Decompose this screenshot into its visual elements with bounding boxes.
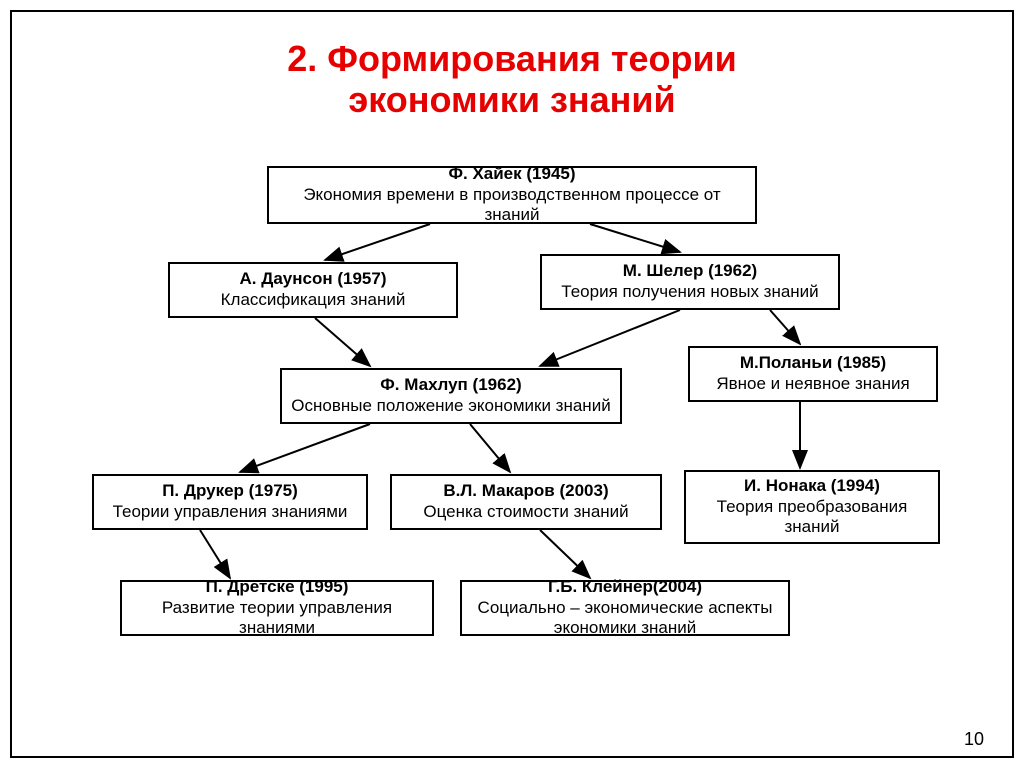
node-dretske-name: П. Дретске (1995) — [130, 577, 424, 598]
page-number: 10 — [964, 729, 984, 750]
node-daunson: А. Даунсон (1957) Классификация знаний — [168, 262, 458, 318]
node-daunson-name: А. Даунсон (1957) — [178, 269, 448, 290]
node-scheler: М. Шелер (1962) Теория получения новых з… — [540, 254, 840, 310]
node-nonaka: И. Нонака (1994) Теория преобразования з… — [684, 470, 940, 544]
node-machlup-desc: Основные положение экономики знаний — [290, 396, 612, 417]
node-drucker-desc: Теории управления знаниями — [102, 502, 358, 523]
title-line-1: 2. Формирования теории — [287, 38, 736, 79]
node-polanyi-desc: Явное и неявное знания — [698, 374, 928, 395]
node-hayek-name: Ф. Хайек (1945) — [277, 164, 747, 185]
node-dretske-desc: Развитие теории управления знаниями — [130, 598, 424, 639]
node-kleiner-name: Г.Б. Клейнер(2004) — [470, 577, 780, 598]
node-hayek-desc: Экономия времени в производственном проц… — [277, 185, 747, 226]
node-dretske: П. Дретске (1995) Развитие теории управл… — [120, 580, 434, 636]
node-kleiner: Г.Б. Клейнер(2004) Социально – экономиче… — [460, 580, 790, 636]
node-hayek: Ф. Хайек (1945) Экономия времени в произ… — [267, 166, 757, 224]
title-line-2: экономики знаний — [348, 79, 675, 120]
node-drucker-name: П. Друкер (1975) — [102, 481, 358, 502]
node-makarov-name: В.Л. Макаров (2003) — [400, 481, 652, 502]
node-nonaka-desc: Теория преобразования знаний — [694, 497, 930, 538]
node-polanyi-name: М.Поланьи (1985) — [698, 353, 928, 374]
node-makarov-desc: Оценка стоимости знаний — [400, 502, 652, 523]
node-kleiner-desc: Социально – экономические аспекты эконом… — [470, 598, 780, 639]
node-makarov: В.Л. Макаров (2003) Оценка стоимости зна… — [390, 474, 662, 530]
node-scheler-desc: Теория получения новых знаний — [550, 282, 830, 303]
node-polanyi: М.Поланьи (1985) Явное и неявное знания — [688, 346, 938, 402]
node-machlup-name: Ф. Махлуп (1962) — [290, 375, 612, 396]
node-scheler-name: М. Шелер (1962) — [550, 261, 830, 282]
slide-title: 2. Формирования теории экономики знаний — [0, 38, 1024, 121]
node-drucker: П. Друкер (1975) Теории управления знани… — [92, 474, 368, 530]
node-daunson-desc: Классификация знаний — [178, 290, 448, 311]
node-machlup: Ф. Махлуп (1962) Основные положение экон… — [280, 368, 622, 424]
node-nonaka-name: И. Нонака (1994) — [694, 476, 930, 497]
